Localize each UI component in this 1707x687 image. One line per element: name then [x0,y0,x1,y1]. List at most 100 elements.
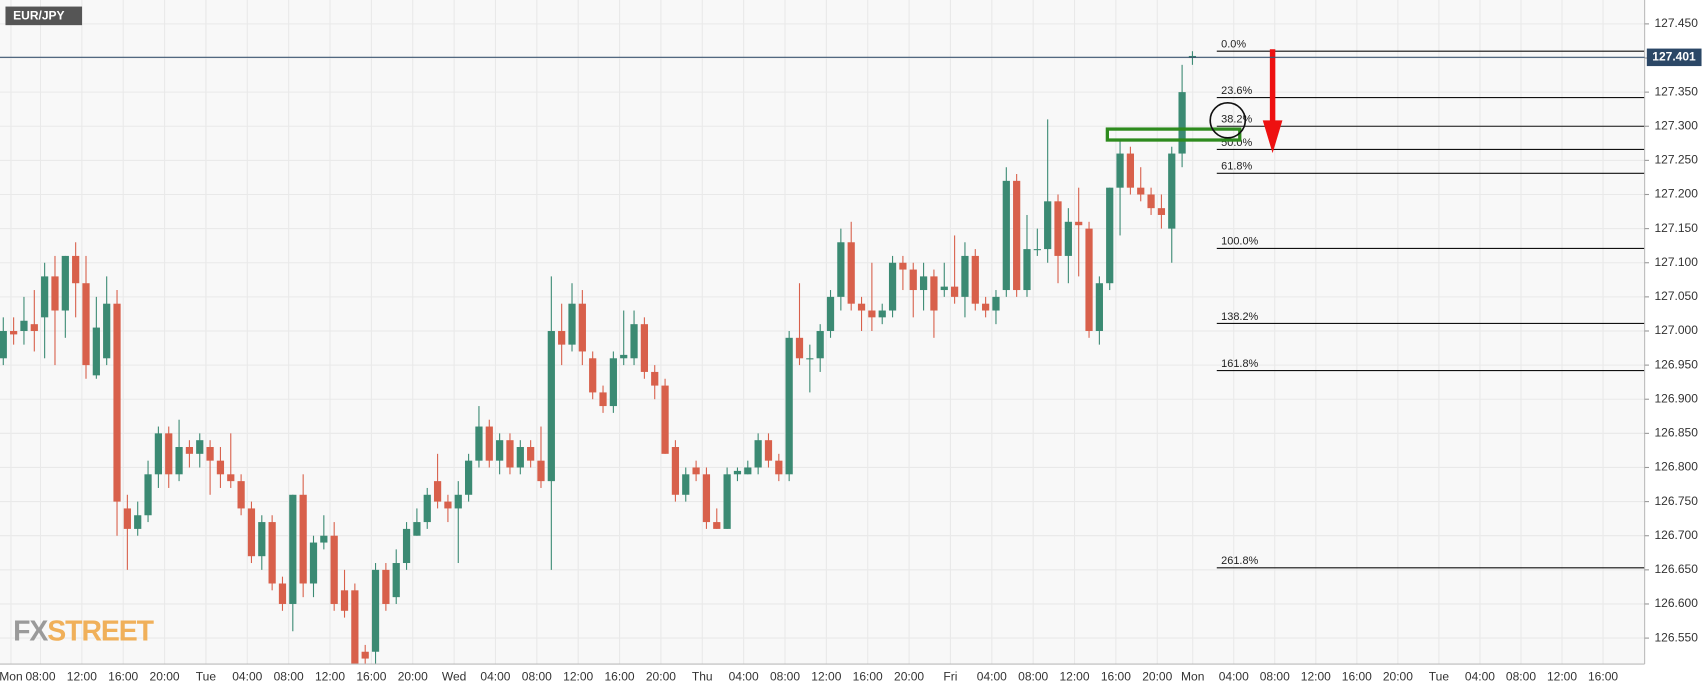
candle-body [1126,153,1135,188]
y-tick-label: 127.050 [1654,289,1698,303]
x-tick-label: 16:00 [853,669,883,683]
candle-body [661,385,669,454]
x-tick-label: 08:00 [522,669,552,683]
candle-body [113,303,121,502]
candle-body [630,324,638,359]
x-tick-label: 08:00 [1260,669,1290,683]
y-tick-label: 126.700 [1654,528,1698,542]
y-tick-label: 127.300 [1654,118,1698,132]
candle-body [826,296,835,331]
x-tick-label: Mon [0,669,23,683]
candle-body [1013,180,1021,291]
candle-body [527,447,535,461]
candle-body [713,522,721,529]
candle-body [413,522,421,536]
y-tick-label: 126.850 [1654,426,1698,440]
candle-body [423,494,431,523]
candle-body [196,440,204,454]
candle-body [268,522,276,584]
watermark-street: STREET [47,615,154,647]
candle-body [950,286,959,297]
x-tick-label: 20:00 [646,669,676,683]
candle-body [20,320,28,331]
candle-body [1085,228,1093,331]
candle-body [51,276,59,311]
y-tick-label: 126.650 [1654,562,1698,576]
candle-body [909,269,917,291]
x-tick-label: 12:00 [1547,669,1577,683]
candle-body [878,310,886,318]
watermark: FXSTREET [13,615,155,647]
candle-body [599,392,607,407]
candle-body [309,542,318,584]
candle-body [682,474,690,495]
y-tick-label: 127.450 [1654,16,1698,30]
x-tick-label: 04:00 [232,669,262,683]
x-tick-label: 08:00 [274,669,304,683]
y-tick-label: 126.900 [1654,391,1698,405]
x-tick-label: 12:00 [1301,669,1331,683]
candle-body [402,528,411,564]
candle-body [609,358,617,407]
y-tick-label: 126.800 [1654,460,1698,474]
candle-body [692,467,700,475]
x-tick-label: 20:00 [1142,669,1172,683]
zone-box [1105,127,1242,142]
candle-body [206,447,214,461]
x-tick-label: 12:00 [811,669,841,683]
candle-body [289,494,297,604]
x-tick-label: 20:00 [398,669,428,683]
candle-body [216,460,225,475]
candle-body [123,508,131,529]
x-tick-label: 12:00 [1059,669,1089,683]
candle-body [485,426,493,461]
y-tick-label: 127.250 [1654,153,1698,167]
fib-label: 61.8% [1221,161,1252,173]
y-tick-label: 127.350 [1654,84,1698,98]
x-tick-label: Tue [196,669,217,683]
candle-body [702,474,711,523]
candle-body [41,276,49,318]
fib-label: 0.0% [1221,39,1246,51]
fib-label: 23.6% [1221,85,1252,97]
candle-body [340,590,349,611]
y-tick-label: 126.750 [1654,494,1698,508]
current-price-box [1646,48,1702,67]
x-tick-label: 08:00 [25,669,55,683]
candle-body [175,447,183,475]
candle-body [930,276,938,311]
candle-body [382,569,390,604]
candle-body [506,440,514,468]
candle-body [10,330,18,335]
x-tick-label: 12:00 [315,669,345,683]
candle-body [1075,221,1083,226]
chart-title: EUR/JPY [13,9,64,23]
x-tick-label: 12:00 [563,669,593,683]
x-tick-label: Thu [692,669,713,683]
candle-body [1095,283,1103,331]
y-tick-label: 127.100 [1654,255,1698,269]
candle-body [361,651,369,659]
candle-body [1106,187,1114,284]
candle-body [589,358,597,393]
x-tick-label: 08:00 [1506,669,1536,683]
candle-body [444,501,452,509]
candle-body [278,583,287,604]
highlight-circle [1209,102,1247,139]
candle-body [568,303,576,345]
candle-body [454,494,462,509]
candle-body [144,474,152,516]
x-tick-label: 04:00 [1465,669,1495,683]
x-tick-label: 16:00 [605,669,635,683]
y-tick-label: 126.550 [1654,630,1698,644]
candle-body [82,283,90,366]
candle-body [919,276,928,291]
candle-body [92,327,100,376]
candle-body [547,330,555,482]
candle-body [496,440,504,461]
candle-body [795,337,804,359]
candle-body [754,440,762,468]
y-tick-label: 127.200 [1654,187,1698,201]
x-tick-label: 08:00 [1018,669,1048,683]
